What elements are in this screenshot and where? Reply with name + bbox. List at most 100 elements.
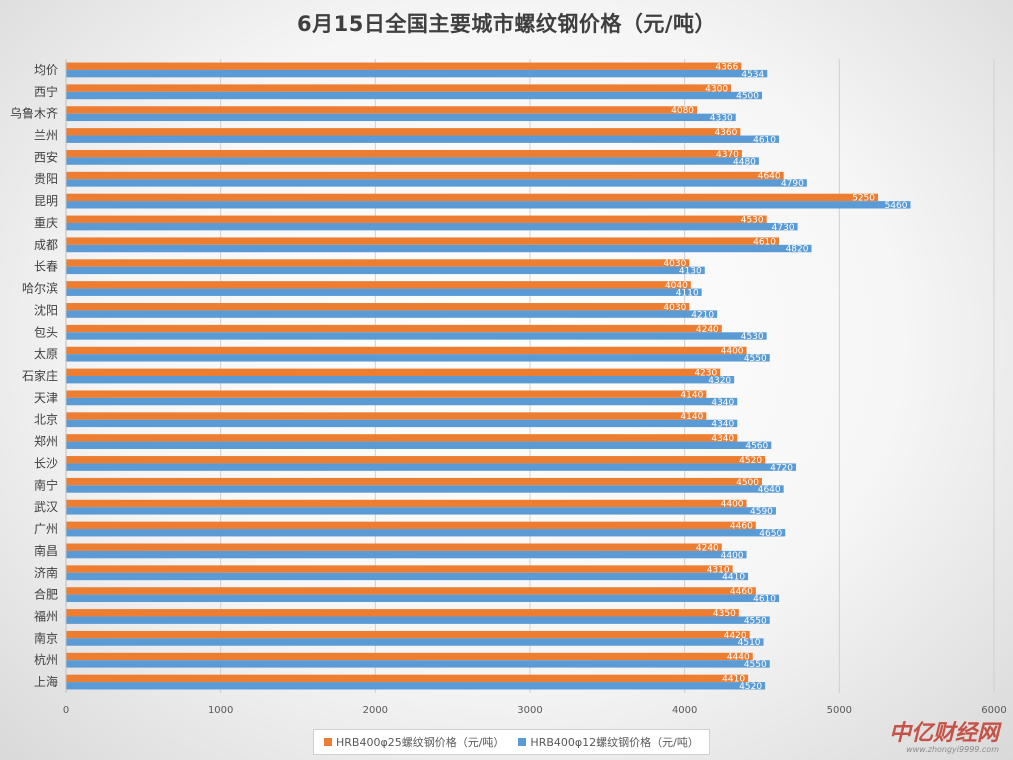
bar-phi25-16 bbox=[66, 412, 707, 420]
data-label-phi25-21: 4460 bbox=[730, 522, 753, 532]
bar-phi25-25 bbox=[66, 609, 739, 617]
data-label-phi12-5: 4790 bbox=[781, 179, 804, 189]
x-tick-label-4000: 4000 bbox=[672, 705, 697, 716]
category-label: 昆明 bbox=[34, 194, 58, 208]
bar-phi12-2 bbox=[66, 113, 736, 122]
legend: HRB400φ25螺纹钢价格（元/吨） HRB400φ12螺纹钢价格（元/吨） bbox=[313, 729, 710, 755]
bar-phi25-26 bbox=[66, 630, 750, 639]
bar-phi25-13 bbox=[66, 346, 747, 355]
data-label-phi12-6: 5460 bbox=[885, 201, 908, 211]
data-label-phi25-2: 4080 bbox=[671, 106, 694, 116]
data-label-phi12-16: 4340 bbox=[711, 420, 734, 430]
bar-phi12-9 bbox=[66, 266, 705, 275]
bars bbox=[66, 62, 911, 690]
bar-phi25-9 bbox=[66, 259, 690, 267]
data-label-phi25-13: 4400 bbox=[721, 347, 744, 357]
bar-phi12-0 bbox=[66, 69, 768, 78]
watermark-url: www.zhongyi9999.com bbox=[906, 745, 999, 754]
category-label: 哈尔滨 bbox=[22, 281, 58, 296]
category-label: 南京 bbox=[34, 630, 58, 645]
watermark-brand: 中亿财经网 bbox=[889, 720, 1002, 746]
data-label-phi25-23: 4310 bbox=[707, 565, 730, 575]
category-label: 福州 bbox=[34, 608, 58, 623]
bar-phi25-24 bbox=[66, 587, 756, 595]
data-label-phi25-8: 4610 bbox=[753, 237, 776, 247]
bar-phi25-0 bbox=[66, 62, 742, 70]
category-label: 均价 bbox=[34, 63, 58, 77]
bar-phi25-2 bbox=[66, 106, 698, 114]
bar-phi12-26 bbox=[66, 638, 764, 646]
bar-phi12-25 bbox=[66, 616, 770, 624]
data-label-phi12-24: 4610 bbox=[753, 595, 776, 605]
category-label: 乌鲁木齐 bbox=[10, 106, 58, 121]
legend-label-series-1: HRB400φ25螺纹钢价格（元/吨） bbox=[336, 736, 505, 749]
data-label-phi12-0: 4534 bbox=[741, 70, 764, 80]
bar-phi25-8 bbox=[66, 237, 780, 245]
watermark: 中亿财经网 www.zhongyi9999.com bbox=[843, 718, 1003, 754]
category-label: 西安 bbox=[34, 149, 58, 164]
data-label-phi12-1: 4500 bbox=[736, 92, 759, 102]
data-label-phi12-11: 4210 bbox=[691, 310, 714, 320]
category-label: 贵阳 bbox=[34, 172, 58, 186]
bar-phi12-20 bbox=[66, 507, 776, 515]
category-label: 包头 bbox=[34, 325, 58, 339]
category-label: 广州 bbox=[34, 522, 58, 536]
category-label: 济南 bbox=[34, 565, 58, 580]
bar-phi12-16 bbox=[66, 419, 738, 428]
data-label-phi12-9: 4130 bbox=[679, 267, 702, 277]
bar-phi25-7 bbox=[66, 215, 767, 223]
bar-phi25-1 bbox=[66, 84, 732, 92]
watermark-logo: 中亿财经网 bbox=[889, 720, 1002, 746]
chart-title: 6月15日全国主要城市螺纹钢价格（元/吨） bbox=[296, 12, 716, 36]
category-label: 长沙 bbox=[34, 456, 58, 470]
category-label: 郑州 bbox=[34, 434, 58, 449]
legend-swatch-series-2 bbox=[518, 738, 527, 746]
data-label-phi12-19: 4640 bbox=[758, 485, 781, 495]
bar-phi25-21 bbox=[66, 521, 756, 530]
bar-phi12-27 bbox=[66, 660, 770, 668]
category-label: 武汉 bbox=[34, 500, 58, 514]
x-tick-label-6000: 6000 bbox=[981, 705, 1006, 716]
category-label: 西宁 bbox=[34, 84, 58, 99]
data-label-phi25-26: 4420 bbox=[724, 631, 747, 641]
legend-item-series-1: HRB400φ25螺纹钢价格（元/吨） bbox=[324, 734, 504, 750]
x-tick-label-5000: 5000 bbox=[827, 705, 852, 716]
category-label: 天津 bbox=[34, 391, 58, 405]
category-label: 合肥 bbox=[34, 587, 58, 602]
bar-phi12-10 bbox=[66, 288, 702, 296]
bar-phi12-17 bbox=[66, 441, 772, 449]
data-label-phi25-10: 4040 bbox=[665, 281, 688, 291]
category-label: 重庆 bbox=[34, 216, 58, 230]
bar-phi25-14 bbox=[66, 368, 721, 376]
bar-phi12-19 bbox=[66, 485, 784, 493]
x-tick-label-1000: 1000 bbox=[208, 705, 233, 716]
category-label: 北京 bbox=[34, 413, 58, 427]
category-label: 南昌 bbox=[34, 543, 58, 558]
bar-phi12-7 bbox=[66, 222, 798, 231]
bar-phi25-10 bbox=[66, 281, 691, 289]
data-label-phi12-4: 4480 bbox=[733, 157, 756, 167]
bar-phi25-6 bbox=[66, 193, 878, 202]
data-label-phi25-3: 4360 bbox=[714, 128, 737, 138]
x-tick-label-3000: 3000 bbox=[517, 705, 542, 716]
bar-phi12-12 bbox=[66, 332, 767, 340]
data-label-phi25-5: 4640 bbox=[758, 172, 781, 182]
data-label-phi25-14: 4230 bbox=[694, 369, 717, 379]
data-label-phi12-3: 4610 bbox=[753, 135, 776, 145]
bar-phi12-5 bbox=[66, 179, 807, 187]
bar-phi12-4 bbox=[66, 157, 759, 165]
data-label-phi25-0: 4366 bbox=[715, 62, 738, 72]
bar-phi25-15 bbox=[66, 390, 707, 398]
data-label-phi25-25: 4350 bbox=[713, 609, 736, 619]
bar-phi25-12 bbox=[66, 324, 722, 333]
bar-phi25-27 bbox=[66, 652, 753, 661]
data-label-phi12-13: 4550 bbox=[744, 354, 767, 364]
bar-phi25-11 bbox=[66, 303, 690, 311]
data-label-phi12-10: 4110 bbox=[676, 288, 699, 298]
data-label-phi25-24: 4460 bbox=[730, 587, 753, 597]
bar-phi25-5 bbox=[66, 171, 784, 180]
bar-phi25-22 bbox=[66, 543, 722, 551]
bar-phi25-23 bbox=[66, 565, 733, 573]
bar-phi25-4 bbox=[66, 149, 742, 158]
